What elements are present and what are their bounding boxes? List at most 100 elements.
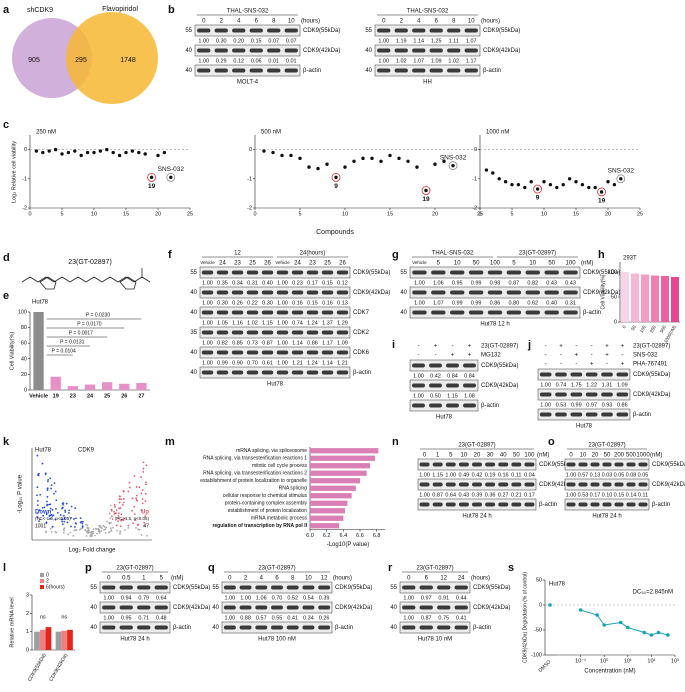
treatment-sign: +: [468, 353, 472, 359]
blot-band: [511, 482, 522, 487]
quant-value: 1.00: [414, 280, 425, 286]
lane-label: 8: [272, 19, 276, 25]
blot-band: [429, 48, 443, 53]
band-label: CDK9(42kDa): [539, 482, 576, 488]
p-value: P = 0.0230: [86, 312, 110, 318]
blot-band: [318, 605, 331, 610]
quant-value: 0.87: [421, 615, 432, 621]
blot-band: [585, 372, 598, 377]
cell-line-label: Hut78 100 nM: [258, 637, 296, 643]
lane-label: 23: [309, 261, 316, 267]
lane-label: 40: [500, 453, 507, 459]
lane-label: 20: [474, 453, 481, 459]
lane-label: 4: [260, 576, 264, 582]
panel-letter: q: [208, 562, 215, 574]
lane-label: 4: [417, 19, 421, 25]
treatment-label: 23(GT-02897): [458, 443, 495, 449]
data-point: [307, 165, 311, 169]
lane-label: 500: [626, 453, 637, 459]
y-tick-label: 3: [26, 592, 29, 598]
size-marker: 40: [90, 605, 97, 611]
volcano-point: [79, 528, 82, 530]
y-tick-label: 60: [21, 341, 27, 347]
data-point: [548, 182, 553, 187]
blot-band: [590, 482, 600, 487]
volcano-point: [144, 481, 147, 484]
treatment-sign: -: [545, 362, 547, 368]
treatment-label: 12: [234, 251, 241, 257]
quant-value: 0.84: [447, 373, 458, 379]
quant-value: 1.00: [566, 472, 577, 478]
blot-band: [412, 68, 426, 73]
size-marker: 40: [400, 290, 407, 296]
volcano-point: [140, 492, 143, 495]
blot-band: [201, 350, 214, 355]
panel-letter: k: [3, 436, 10, 448]
treatment-sign: -: [575, 362, 577, 368]
quant-value: 1.00: [413, 393, 424, 399]
blot-band: [246, 270, 259, 275]
blot-band: [638, 482, 648, 487]
size-marker: 40: [190, 350, 197, 356]
legend-swatch: [40, 585, 44, 589]
treatment-sign: +: [621, 344, 625, 350]
blot-band: [261, 310, 274, 315]
lane-label: 24: [219, 261, 226, 267]
data-point: [379, 159, 383, 163]
quant-value: 1.17: [322, 340, 333, 346]
y-tick-label: -1: [472, 176, 477, 182]
blot-band: [201, 370, 214, 375]
treatment-sign: +: [605, 353, 609, 359]
blot-band: [291, 290, 304, 295]
data-point: [580, 182, 585, 187]
volcano-point: [124, 528, 126, 531]
x-tick-label: 25: [477, 211, 483, 217]
volcano-point: [61, 507, 63, 510]
y-tick-label: RNA splicing, via transesterification re…: [203, 471, 307, 477]
quant-value: 0.26: [319, 615, 330, 621]
size-marker: 40: [212, 605, 219, 611]
blot-strip: [99, 581, 171, 594]
blot-band: [249, 68, 263, 73]
volcano-point: [36, 504, 39, 507]
lane-label: 30: [487, 453, 494, 459]
unit-label: (nM): [650, 453, 662, 459]
volcano-point: [63, 527, 66, 530]
blot-band: [454, 605, 468, 610]
band-label: β-actin: [481, 403, 499, 409]
blot-band: [214, 48, 228, 53]
volcano-point: [120, 498, 122, 501]
x-tick-label: 20: [605, 211, 611, 217]
blot-band: [321, 330, 334, 335]
blot-strip: [199, 286, 351, 299]
panel-letter: s: [508, 562, 514, 574]
quant-value: 0.70: [272, 595, 283, 601]
quant-value: 1.16: [232, 320, 243, 326]
x-tick-label: 20: [155, 211, 161, 217]
plot-title: 250 nM: [36, 130, 56, 136]
x-tick-label: 10³: [671, 658, 679, 664]
y-tick-label: 50: [611, 294, 617, 300]
lane-label: 24: [294, 261, 301, 267]
volcano-point: [36, 486, 39, 489]
quant-value: 1.22: [586, 382, 597, 388]
volcano-point: [89, 535, 92, 538]
blot-band: [412, 28, 426, 33]
data-point: [523, 185, 527, 190]
blot-band: [255, 605, 268, 610]
quant-value: 0.88: [240, 615, 251, 621]
quant-value: 1.00: [277, 300, 288, 306]
blot-band: [255, 625, 268, 630]
blot-band: [524, 502, 535, 507]
blot-band: [321, 290, 334, 295]
lane-label: Vehicle: [200, 260, 215, 265]
volcano-point: [70, 516, 72, 519]
y-tick-label: -1: [22, 176, 27, 182]
treatment-sign: -: [591, 344, 593, 350]
bar: [651, 275, 659, 322]
venn-count: 295: [75, 57, 87, 64]
y-axis-label: Cell Viability(%): [9, 332, 15, 371]
blot-band: [602, 502, 612, 507]
lane-label: 23: [234, 261, 241, 267]
volcano-point: [55, 499, 58, 502]
